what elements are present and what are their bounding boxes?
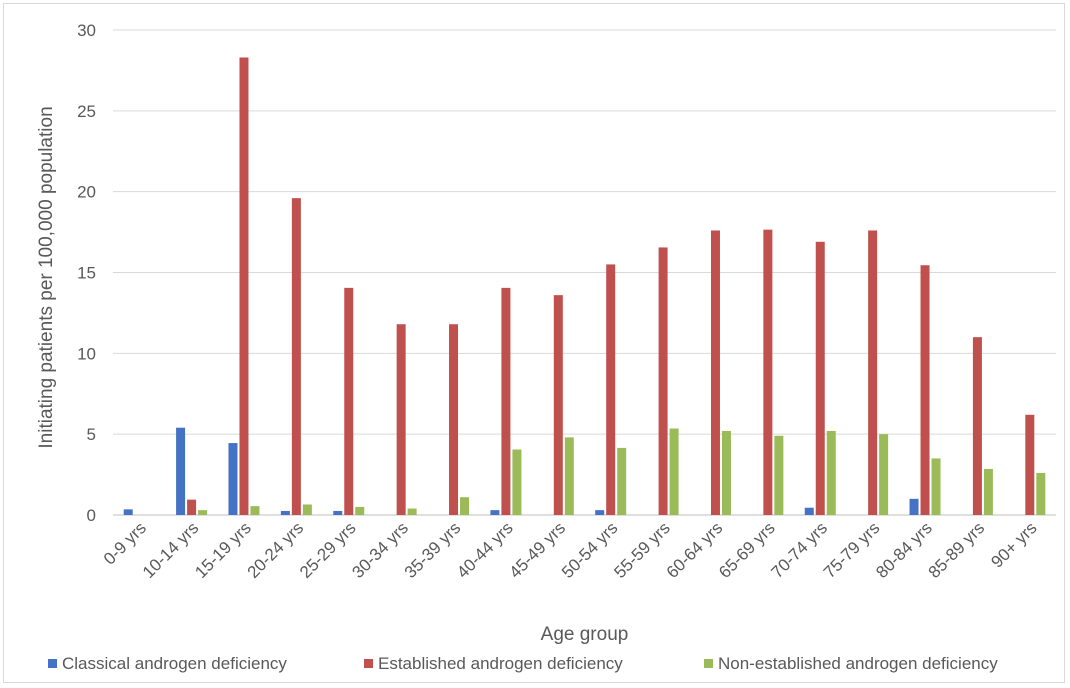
bar-established bbox=[1025, 414, 1035, 515]
legend-swatch bbox=[364, 659, 373, 668]
bar-non-established bbox=[512, 449, 522, 515]
bar-established bbox=[239, 57, 249, 515]
bar-non-established bbox=[460, 497, 470, 515]
x-tick-label: 70-74 yrs bbox=[768, 518, 832, 582]
bar-non-established bbox=[198, 510, 208, 515]
bar-classical bbox=[595, 510, 605, 515]
bar-established bbox=[449, 324, 459, 515]
x-tick-label: 30-34 yrs bbox=[348, 518, 412, 582]
bar-non-established bbox=[355, 506, 365, 515]
legend-item: Non-established androgen deficiency bbox=[704, 654, 998, 673]
bar-classical bbox=[228, 443, 238, 515]
bar-established bbox=[606, 264, 616, 515]
bar-non-established bbox=[931, 458, 941, 515]
bar-classical bbox=[333, 510, 343, 515]
bar-established bbox=[972, 337, 982, 515]
x-tick-label: 0-9 yrs bbox=[100, 518, 150, 568]
y-tick-label: 15 bbox=[77, 264, 96, 283]
x-tick-label: 10-14 yrs bbox=[139, 518, 203, 582]
gridlines bbox=[113, 29, 1056, 435]
x-tick-label: 20-24 yrs bbox=[244, 518, 308, 582]
bar-established bbox=[868, 230, 878, 515]
legend-swatch bbox=[704, 659, 713, 668]
bar-non-established bbox=[1036, 472, 1046, 515]
legend-label: Established androgen deficiency bbox=[378, 654, 623, 673]
legend-item: Established androgen deficiency bbox=[364, 654, 623, 673]
bar-established bbox=[658, 247, 668, 516]
x-tick-label: 80-84 yrs bbox=[872, 518, 936, 582]
bar-classical bbox=[490, 510, 500, 515]
x-tick-label: 45-49 yrs bbox=[506, 518, 570, 582]
bar-established bbox=[553, 295, 563, 515]
legend-item: Classical androgen deficiency bbox=[48, 654, 287, 673]
bar-non-established bbox=[302, 504, 312, 515]
y-tick-label: 5 bbox=[87, 425, 96, 444]
bar-classical bbox=[280, 510, 290, 515]
bar-classical bbox=[176, 427, 186, 515]
bar-established bbox=[710, 230, 720, 515]
bar-established bbox=[291, 198, 301, 515]
bar-classical bbox=[909, 498, 919, 515]
x-tick-label: 65-69 yrs bbox=[715, 518, 779, 582]
y-axis-tick-labels: 0 5 10 15 20 25 30 bbox=[77, 21, 96, 525]
x-tick-label: 55-59 yrs bbox=[610, 518, 674, 582]
bar-established bbox=[344, 287, 354, 515]
legend-swatch bbox=[48, 659, 57, 668]
x-tick-label: 75-79 yrs bbox=[820, 518, 884, 582]
x-tick-label: 50-54 yrs bbox=[558, 518, 622, 582]
bar-non-established bbox=[879, 434, 889, 515]
y-tick-label: 20 bbox=[77, 183, 96, 202]
bar-non-established bbox=[721, 430, 731, 515]
bar-non-established bbox=[250, 506, 260, 515]
x-tick-label: 35-39 yrs bbox=[401, 518, 465, 582]
bar-non-established bbox=[826, 430, 836, 515]
bar-established bbox=[920, 265, 930, 515]
bar-established bbox=[501, 287, 511, 515]
y-tick-label: 0 bbox=[87, 506, 96, 525]
bar-non-established bbox=[564, 437, 574, 515]
x-tick-label: 60-64 yrs bbox=[663, 518, 727, 582]
x-tick-label: 90+ yrs bbox=[987, 518, 1040, 571]
bar-classical bbox=[123, 509, 133, 515]
bar-established bbox=[396, 324, 406, 515]
bar-classical bbox=[804, 507, 814, 515]
bar-non-established bbox=[774, 435, 784, 515]
x-axis-title: Age group bbox=[541, 624, 629, 645]
y-tick-label: 25 bbox=[77, 102, 96, 121]
bar-non-established bbox=[669, 428, 679, 515]
x-tick-label: 40-44 yrs bbox=[453, 518, 517, 582]
bar-non-established bbox=[407, 508, 417, 515]
bar-non-established bbox=[617, 447, 627, 515]
bar-non-established bbox=[983, 468, 993, 515]
y-tick-label: 10 bbox=[77, 344, 96, 363]
bars bbox=[123, 57, 1046, 516]
legend: Classical androgen deficiency Established… bbox=[48, 654, 998, 673]
bar-established bbox=[815, 241, 825, 516]
bar-established bbox=[763, 229, 773, 516]
x-tick-label: 25-29 yrs bbox=[296, 518, 360, 582]
bar-established bbox=[187, 499, 197, 515]
x-tick-label: 15-19 yrs bbox=[191, 518, 255, 582]
legend-label: Classical androgen deficiency bbox=[62, 654, 287, 673]
chart-frame bbox=[3, 3, 1065, 683]
legend-label: Non-established androgen deficiency bbox=[718, 654, 998, 673]
x-tick-label: 85-89 yrs bbox=[925, 518, 989, 582]
y-tick-label: 30 bbox=[77, 21, 96, 40]
y-axis-title: Initiating patients per 100,000 populati… bbox=[36, 106, 57, 448]
